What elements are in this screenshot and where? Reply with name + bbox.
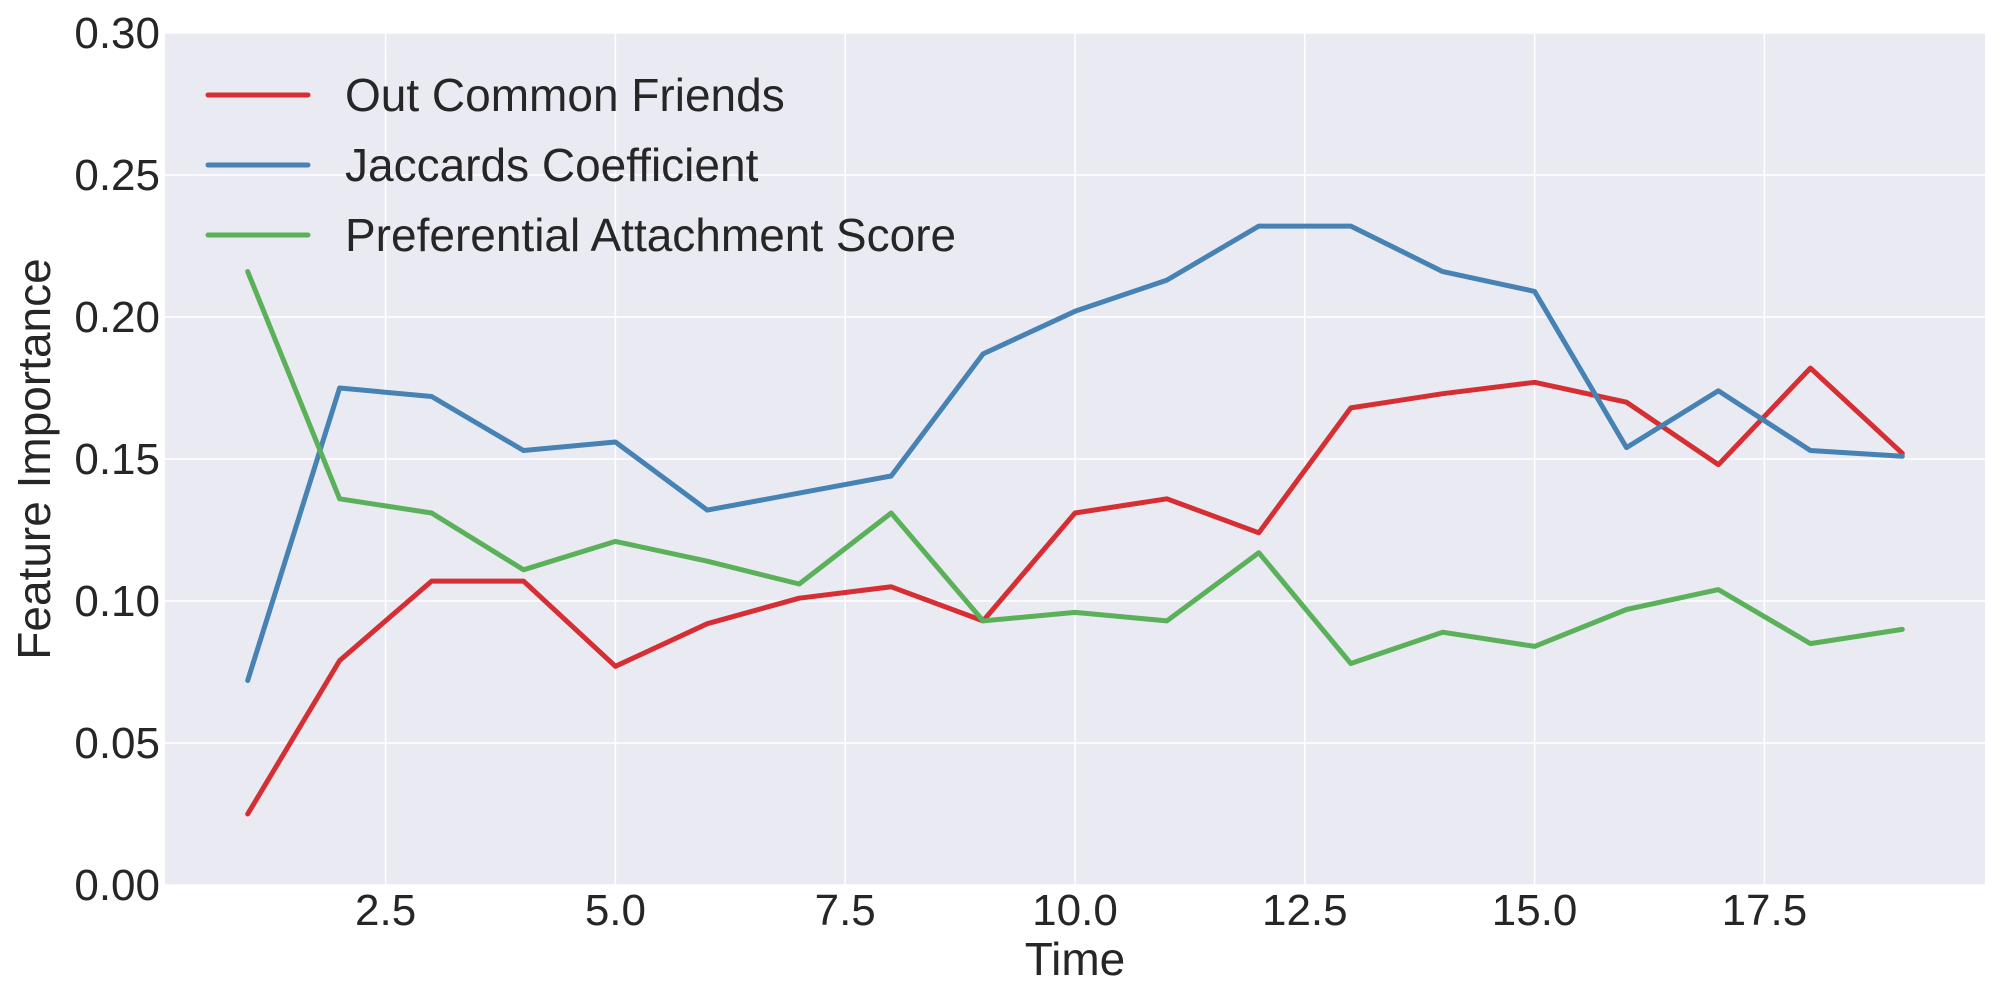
y-tick-label: 0.20 xyxy=(74,293,160,342)
legend-label: Out Common Friends xyxy=(345,69,785,121)
legend-label: Jaccards Coefficient xyxy=(345,139,759,191)
x-tick-label: 10.0 xyxy=(1032,886,1118,935)
x-axis-label: Time xyxy=(1025,933,1126,985)
y-tick-label: 0.25 xyxy=(74,151,160,200)
x-tick-label: 12.5 xyxy=(1262,886,1348,935)
grid-lines xyxy=(165,32,1985,886)
y-axis-ticks: 0.00 0.05 0.10 0.15 0.20 0.25 0.30 xyxy=(74,9,160,910)
y-axis-label: Feature Importance xyxy=(8,258,60,659)
y-tick-label: 0.30 xyxy=(74,9,160,58)
series-line-jaccards-coefficient xyxy=(245,223,1905,683)
y-tick-label: 0.15 xyxy=(74,435,160,484)
x-tick-label: 17.5 xyxy=(1722,886,1808,935)
y-tick-label: 0.05 xyxy=(74,719,160,768)
legend: Out Common Friends Jaccards Coefficient Pr… xyxy=(205,69,956,261)
series-layer xyxy=(245,223,1905,817)
x-tick-label: 5.0 xyxy=(585,886,646,935)
x-tick-label: 15.0 xyxy=(1492,886,1578,935)
x-tick-label: 2.5 xyxy=(355,886,416,935)
series-line-preferential-attachment-score xyxy=(245,269,1905,666)
x-axis-ticks: 2.5 5.0 7.5 10.0 12.5 15.0 17.5 xyxy=(355,886,1807,935)
series-line-out-common-friends xyxy=(245,365,1905,817)
y-tick-label: 0.10 xyxy=(74,577,160,626)
legend-label: Preferential Attachment Score xyxy=(345,209,956,261)
x-tick-label: 7.5 xyxy=(815,886,876,935)
y-tick-label: 0.00 xyxy=(74,861,160,910)
